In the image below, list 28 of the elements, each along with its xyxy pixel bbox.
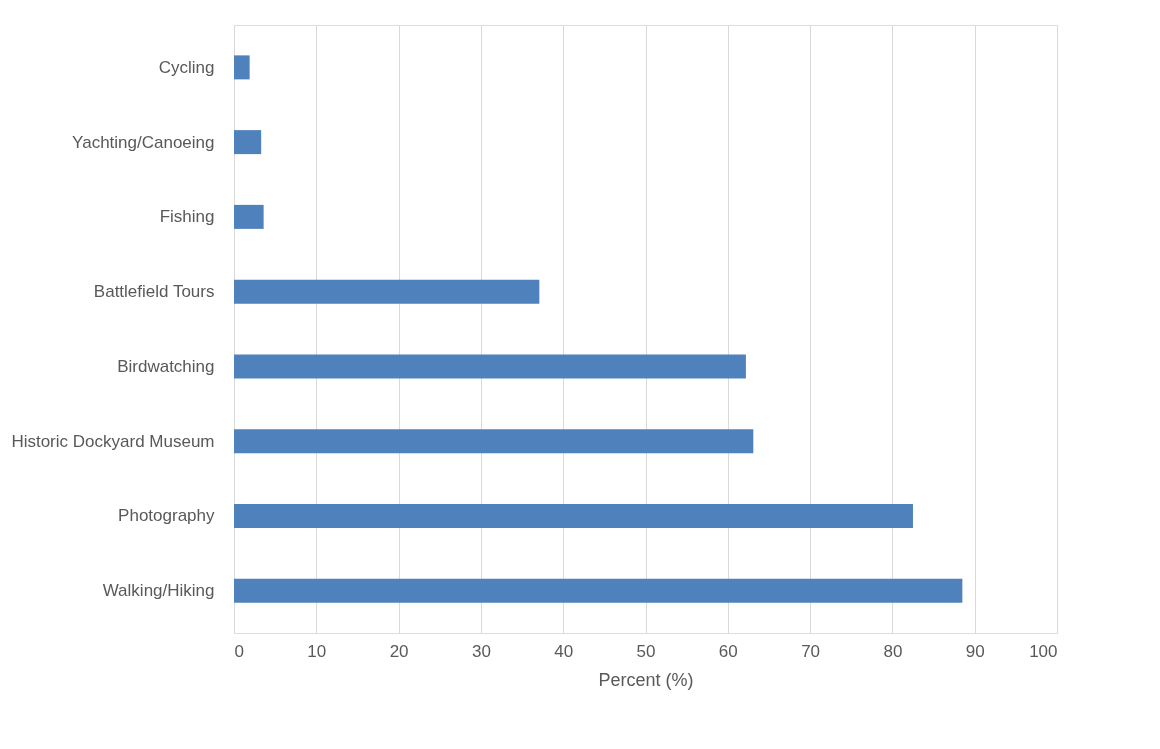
bar — [234, 279, 540, 304]
bar — [234, 503, 913, 528]
x-tick-label: 90 — [965, 641, 985, 661]
y-tick-label: Cycling — [158, 57, 215, 77]
y-tick-label: Yachting/Canoeing — [72, 132, 215, 152]
x-tick-label: 50 — [636, 641, 656, 661]
bar — [234, 204, 264, 229]
y-tick-label: Birdwatching — [117, 356, 215, 376]
bar — [234, 354, 746, 379]
x-tick-label: 30 — [471, 641, 491, 661]
x-tick-label: 70 — [801, 641, 821, 661]
x-tick-label: 40 — [554, 641, 574, 661]
bar — [234, 55, 250, 80]
x-tick-label: 20 — [389, 641, 409, 661]
y-tick-label: Fishing — [159, 207, 215, 227]
y-tick-label: Historic Dockyard Museum — [11, 431, 215, 451]
x-axis-title: Percent (%) — [598, 669, 694, 690]
x-tick-label: 100 — [1029, 641, 1058, 661]
bar — [234, 578, 963, 603]
x-tick-label: 0 — [234, 641, 244, 661]
y-tick-label: Battlefield Tours — [93, 282, 215, 302]
bar — [234, 130, 262, 155]
y-tick-label: Photography — [118, 506, 215, 526]
x-tick-label: 10 — [307, 641, 327, 661]
y-tick-label: Walking/Hiking — [102, 581, 215, 601]
bar — [234, 429, 754, 454]
x-tick-label: 60 — [718, 641, 738, 661]
x-tick-label: 80 — [883, 641, 903, 661]
